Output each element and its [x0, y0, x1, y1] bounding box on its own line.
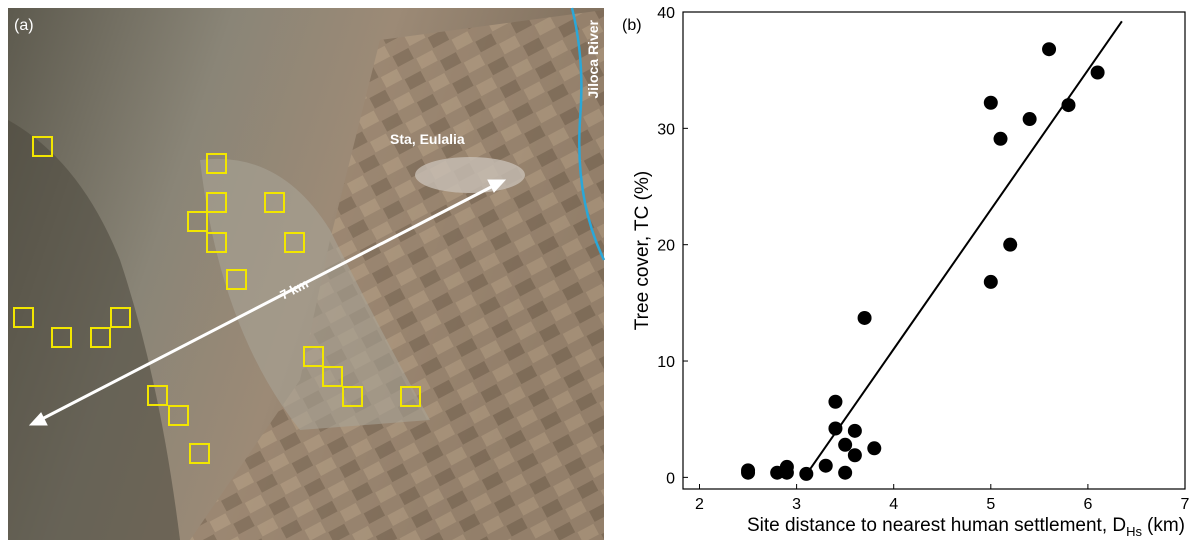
trend-line [804, 21, 1122, 477]
town-area [415, 157, 525, 193]
panel-label: (a) [14, 17, 34, 34]
y-tick-label: 30 [657, 121, 675, 138]
river-label: Jiloca River [585, 19, 601, 98]
y-axis-label: Tree cover, TC (%) [632, 171, 653, 330]
data-point [828, 395, 842, 409]
plot-frame [683, 12, 1185, 489]
panel-label: (b) [622, 17, 642, 34]
data-point [1042, 42, 1056, 56]
town-label: Sta, Eulalia [390, 131, 465, 147]
data-point [838, 438, 852, 452]
y-tick-label: 20 [657, 238, 675, 255]
scatter-panel: 0 10 20 30 40 2 3 4 5 6 7 (b) Tree cover, TC (%) Site… [622, 5, 1190, 539]
data-point [828, 422, 842, 436]
data-point [858, 311, 872, 325]
data-point [838, 466, 852, 480]
data-point [984, 96, 998, 110]
data-point [848, 448, 862, 462]
x-tick-label: 3 [792, 496, 801, 513]
x-axis-label-unit: (km) [1147, 515, 1185, 536]
data-point [984, 275, 998, 289]
data-point [799, 467, 813, 481]
data-point [780, 466, 794, 480]
figure: 7 km Sta, Eulalia Jiloca River (a) 0 10 20… [0, 0, 1192, 544]
x-axis-label-subscript: Hs [1126, 524, 1142, 539]
data-point [1003, 238, 1017, 252]
data-point [1061, 98, 1075, 112]
data-point [819, 459, 833, 473]
x-axis-label: Site distance to nearest human settlemen… [747, 515, 1185, 539]
x-tick-label: 5 [986, 496, 995, 513]
data-point [1023, 112, 1037, 126]
y-tick-label: 40 [657, 5, 675, 22]
data-point [994, 132, 1008, 146]
x-axis-label-main: Site distance to nearest human settlemen… [747, 515, 1126, 536]
y-tick-label: 0 [666, 470, 675, 487]
data-point [1091, 65, 1105, 79]
data-point [741, 466, 755, 480]
data-point [867, 441, 881, 455]
y-tick-label: 10 [657, 354, 675, 371]
x-tick-label: 6 [1083, 496, 1092, 513]
map-panel: 7 km Sta, Eulalia Jiloca River (a) [8, 8, 604, 540]
x-tick-label: 4 [889, 496, 898, 513]
x-tick-label: 2 [695, 496, 704, 513]
x-tick-label: 7 [1181, 496, 1190, 513]
data-point [848, 424, 862, 438]
